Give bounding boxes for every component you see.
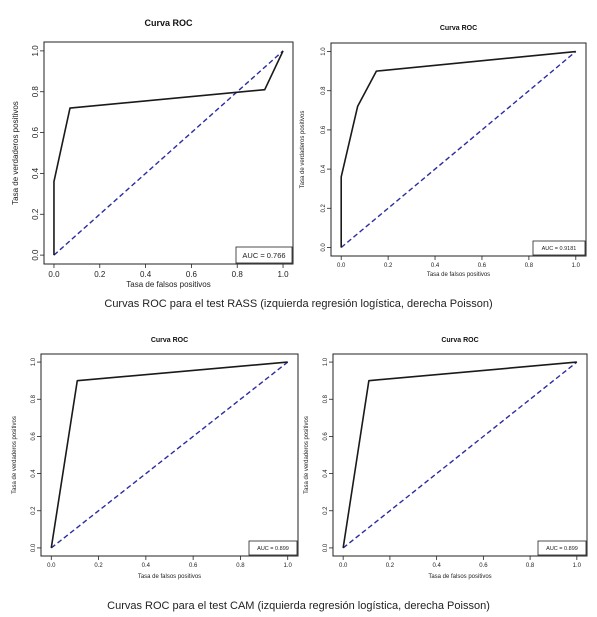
chart-title: Curva ROC	[144, 18, 193, 28]
legend-box	[537, 540, 587, 556]
plot-frame	[332, 353, 588, 557]
y-tick-label: 1.0	[31, 357, 37, 366]
plot-frame	[40, 353, 299, 557]
y-tick-label: 0.2	[321, 203, 327, 212]
x-tick-label: 0.2	[94, 563, 103, 569]
x-tick-label: 0.2	[384, 263, 393, 269]
reference-diagonal-line	[340, 50, 577, 249]
y-tick-label: 0.2	[31, 208, 40, 220]
roc-curve-line	[340, 50, 576, 248]
y-tick-label: 0.8	[321, 86, 327, 95]
x-tick-label: 0.8	[236, 563, 245, 569]
x-axis-label: Tasa de falsos positivos	[428, 574, 491, 580]
y-tick-label: 1.0	[323, 357, 329, 366]
caption-rass: Curvas ROC para el test RASS (izquierda …	[104, 298, 493, 310]
legend-auc-label: AUC = 0.766	[242, 251, 285, 260]
x-tick-label: 0.2	[386, 563, 395, 569]
legend-auc-label: AUC = 0.899	[257, 546, 289, 552]
y-axis-label: Tasa de verdaderos positivos	[11, 101, 20, 205]
legend-box	[532, 240, 586, 256]
x-tick-label: 0.4	[140, 270, 152, 279]
x-tick-label: 0.6	[189, 563, 198, 569]
x-axis-label: Tasa de falsos positivos	[126, 280, 211, 289]
x-tick-label: 0.4	[432, 563, 441, 569]
roc-chart-cam-logistic: Curva ROC 0.0 0.2 0.4 0.6 0.8 1.0 0.0 0.2 0.4 0.6 0…	[8, 330, 302, 588]
x-tick-label: 1.0	[277, 270, 289, 279]
y-tick-label: 0.8	[323, 394, 329, 403]
legend-box	[235, 246, 293, 264]
y-tick-label: 0.4	[31, 167, 40, 179]
y-axis-label: Tasa de verdaderos positivos	[304, 416, 310, 494]
reference-diagonal-line	[53, 50, 284, 256]
roc-chart-svg: Curva ROC 0.0 0.2 0.4 0.6 0.8 1.0 0.0 0.2 0.4 0.6 0…	[11, 18, 294, 289]
y-tick-label: 0.6	[31, 126, 40, 138]
y-tick-label: 1.0	[321, 47, 327, 56]
roc-chart-cam-poisson: Curva ROC 0.0 0.2 0.4 0.6 0.8 1.0 0.0 0.2 0.4 0.6 0…	[300, 330, 592, 588]
roc-chart-svg: Curva ROC 0.0 0.2 0.4 0.6 0.8 1.0 0.0 0.2 0.4 0.6 0…	[304, 337, 588, 580]
y-tick-label: 0.8	[31, 86, 40, 98]
x-tick-label: 0.6	[186, 270, 198, 279]
x-axis-label: Tasa de falsos positivos	[427, 272, 490, 278]
x-tick-label: 0.0	[48, 270, 60, 279]
y-tick-label: 0.6	[323, 432, 329, 441]
x-tick-label: 1.0	[573, 563, 582, 569]
x-tick-label: 0.8	[526, 563, 535, 569]
reference-diagonal-line	[50, 361, 289, 549]
y-tick-label: 0.4	[31, 469, 37, 478]
reference-diagonal-line	[342, 361, 578, 549]
y-tick-label: 0.4	[321, 164, 327, 173]
x-tick-label: 0.8	[525, 263, 534, 269]
legend-auc-label: AUC = 0.899	[546, 546, 578, 552]
plot-frame	[43, 41, 294, 265]
y-tick-label: 0.8	[31, 394, 37, 403]
roc-chart-svg: Curva ROC 0.0 0.2 0.4 0.6 0.8 1.0 0.0 0.2 0.4 0.6 0…	[12, 337, 299, 580]
x-tick-label: 0.0	[47, 563, 56, 569]
chart-title: Curva ROC	[151, 337, 188, 344]
legend-auc-label: AUC = 0.9181	[542, 246, 577, 252]
x-tick-label: 0.6	[478, 263, 487, 269]
roc-chart-svg: Curva ROC 0.0 0.2 0.4 0.6 0.8 1.0 0.0 0.2 0.4 0.6 0…	[300, 25, 587, 278]
x-axis-label: Tasa de falsos positivos	[138, 574, 201, 580]
roc-chart-rass-poisson: Curva ROC 0.0 0.2 0.4 0.6 0.8 1.0 0.0 0.2 0.4 0.6 0…	[296, 18, 592, 284]
x-tick-label: 0.4	[431, 263, 440, 269]
chart-title: Curva ROC	[441, 337, 478, 344]
x-tick-label: 0.8	[232, 270, 244, 279]
x-tick-label: 1.0	[572, 263, 581, 269]
y-tick-label: 0.6	[31, 432, 37, 441]
plot-frame	[330, 42, 587, 257]
caption-cam: Curvas ROC para el test CAM (izquierda r…	[107, 600, 490, 612]
chart-title: Curva ROC	[440, 25, 477, 32]
y-tick-label: 0.0	[323, 543, 329, 552]
x-tick-label: 0.0	[339, 563, 348, 569]
x-tick-label: 0.0	[337, 263, 346, 269]
x-tick-label: 0.4	[142, 563, 151, 569]
legend-box	[248, 540, 298, 556]
x-tick-label: 1.0	[284, 563, 293, 569]
y-tick-label: 0.0	[31, 249, 40, 261]
y-axis-label: Tasa de verdaderos positivos	[300, 111, 306, 189]
y-tick-label: 0.2	[323, 506, 329, 515]
y-tick-label: 0.4	[323, 469, 329, 478]
y-tick-label: 0.6	[321, 125, 327, 134]
roc-curve-line	[342, 361, 577, 549]
x-tick-label: 0.6	[479, 563, 488, 569]
y-tick-label: 1.0	[31, 45, 40, 57]
y-tick-label: 0.0	[31, 543, 37, 552]
x-tick-label: 0.2	[94, 270, 106, 279]
y-tick-label: 0.2	[31, 506, 37, 515]
roc-curve-line	[53, 50, 284, 256]
roc-chart-rass-logistic: Curva ROC 0.0 0.2 0.4 0.6 0.8 1.0 0.0 0.2 0.4 0.6 0…	[8, 12, 298, 296]
y-tick-label: 0.0	[321, 243, 327, 252]
y-axis-label: Tasa de verdaderos positivos	[12, 416, 18, 494]
roc-curve-line	[50, 361, 288, 549]
